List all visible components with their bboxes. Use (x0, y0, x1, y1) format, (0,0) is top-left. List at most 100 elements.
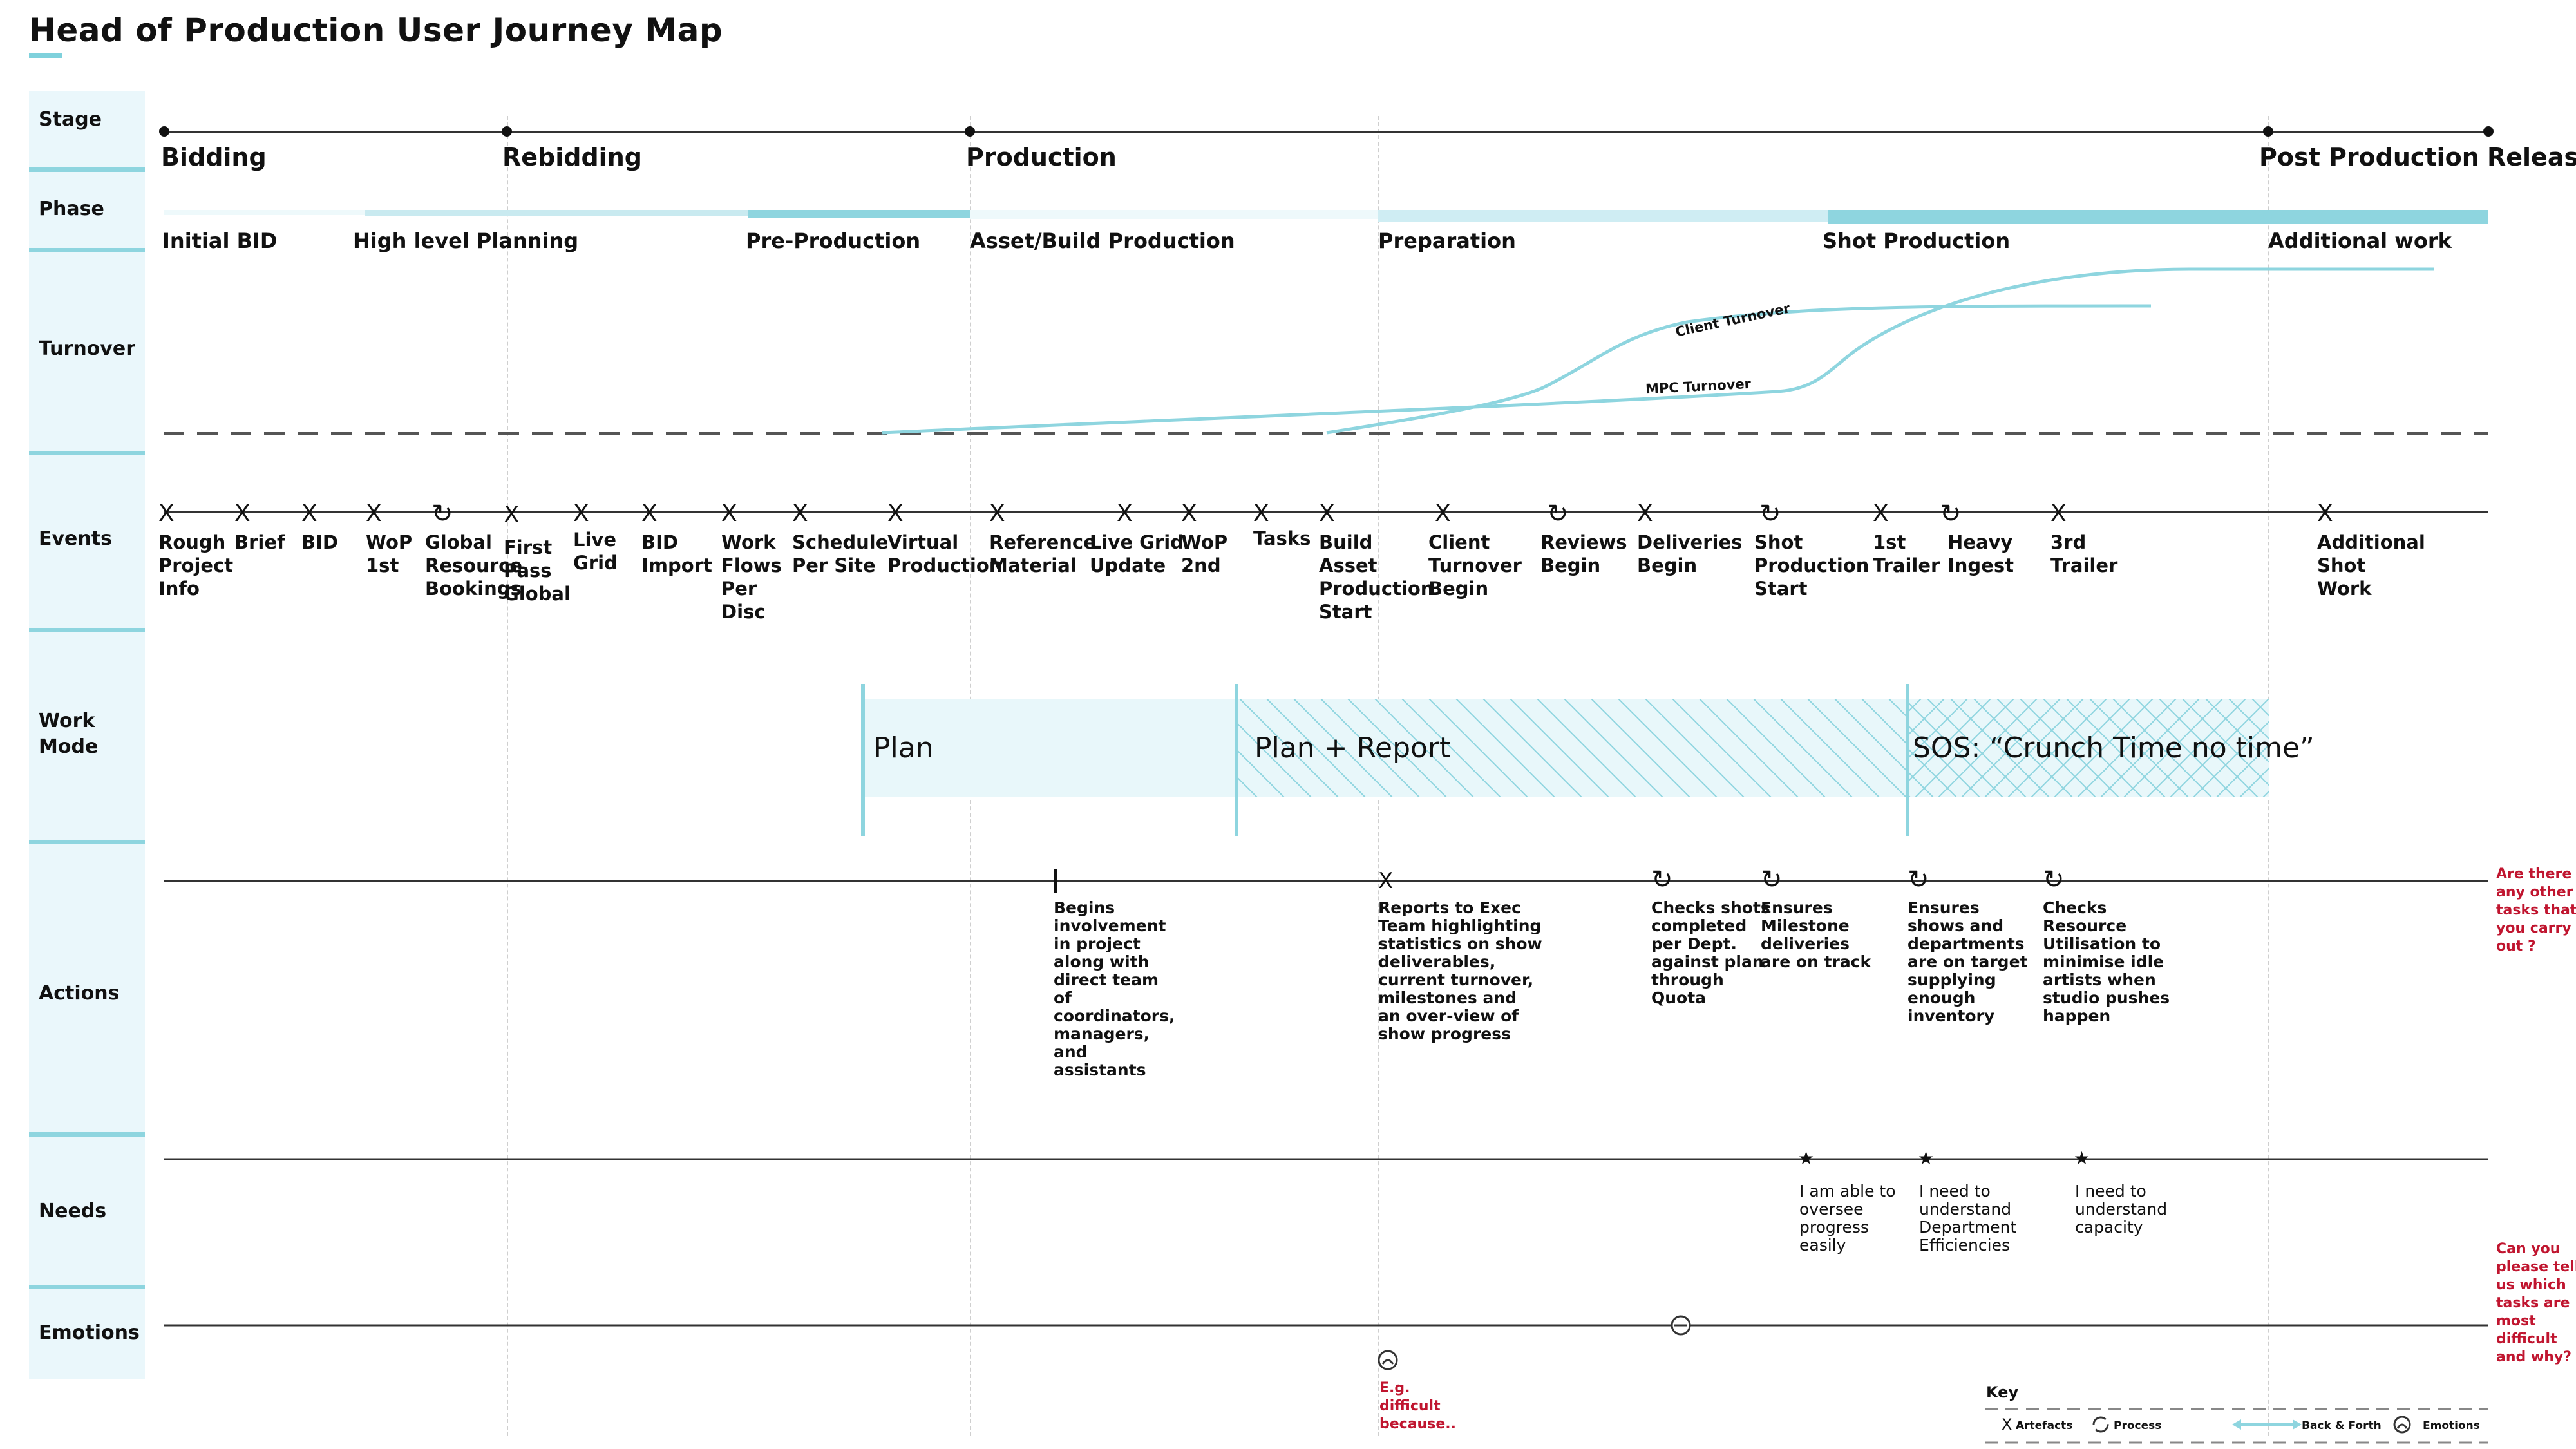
artefact-icon: X (301, 500, 317, 527)
row-separator (29, 451, 145, 455)
phase-asset-build-production: Asset/Build Production (970, 229, 1235, 253)
key-process-icon (2092, 1416, 2109, 1433)
artefact-icon: X (2317, 500, 2333, 527)
star-icon: ★ (1798, 1148, 1815, 1169)
stage-timeline (164, 131, 2488, 133)
artefact-icon: X (158, 500, 175, 527)
phase-preparation: Preparation (1378, 229, 1516, 253)
stage-dot (2483, 126, 2494, 137)
key-artefacts-label: Artefacts (2016, 1419, 2073, 1432)
row-label-needs-text: Needs (39, 1200, 107, 1222)
row-separator (29, 1285, 145, 1289)
row-label-phase-text: Phase (39, 198, 104, 220)
row-separator (29, 840, 145, 844)
artefact-icon: X (2050, 500, 2067, 527)
row-label-turnover-text: Turnover (39, 337, 135, 360)
stage-production: Production (966, 143, 1117, 171)
row-separator (29, 628, 145, 632)
artefact-icon: X (234, 500, 251, 527)
stage-dot (502, 126, 512, 137)
row-label-emotions-text: Emotions (39, 1321, 140, 1344)
key-process-label: Process (2114, 1419, 2162, 1432)
needs-question: Can you please tell us which tasks are m… (2496, 1241, 2576, 1365)
row-label-emotions: Emotions (29, 1289, 145, 1379)
star-icon: ★ (2074, 1148, 2090, 1169)
key-artefact-icon: X (2002, 1416, 2012, 1434)
process-icon: ↻ (1908, 865, 1929, 895)
artefact-icon: X (1181, 500, 1197, 527)
stage-dot (2263, 126, 2273, 137)
page-title: Head of Production User Journey Map (29, 12, 723, 49)
phase-bar-asset-build (970, 210, 1378, 219)
phase-high-level-planning: High level Planning (353, 229, 579, 253)
stage-post-production: Post Production (2259, 143, 2479, 171)
row-label-turnover: Turnover (29, 252, 145, 451)
phase-additional-work: Additional work (2268, 229, 2452, 253)
row-label-events: Events (29, 455, 145, 628)
artefact-icon: X (721, 500, 737, 527)
work-mode-plan-report-box (1236, 699, 1908, 797)
row-label-actions-text: Actions (39, 982, 120, 1005)
row-label-actions: Actions (29, 844, 145, 1132)
artefact-icon: X (989, 500, 1005, 527)
artefact-icon: X (1378, 868, 1394, 894)
artefact-icon: X (1253, 500, 1269, 527)
row-label-work-mode: Work Mode (29, 632, 145, 840)
phase-bar-pre-production (748, 210, 970, 218)
star-icon: ★ (1918, 1148, 1935, 1169)
work-mode-plan: Plan (873, 732, 934, 764)
artefact-icon: X (887, 500, 904, 527)
row-separator (29, 1132, 145, 1137)
key-emotions-label: Emotions (2423, 1419, 2480, 1432)
process-icon: ↻ (1940, 499, 1962, 529)
row-label-work-mode-text: Work Mode (39, 710, 99, 758)
row-label-needs: Needs (29, 1137, 145, 1285)
work-mode-plan-box (863, 699, 1236, 797)
artefact-icon: X (1319, 500, 1335, 527)
artefact-icon: X (641, 500, 658, 527)
process-icon: ↻ (1761, 865, 1783, 895)
artefact-icon: X (573, 500, 589, 527)
artefact-icon: X (1873, 500, 1889, 527)
emotion-note: E.g. difficult because.. (1379, 1380, 1456, 1432)
process-icon: ↻ (1547, 499, 1569, 529)
milestone-icon (1054, 869, 1057, 893)
row-separator (29, 248, 145, 252)
stage-dot (965, 126, 975, 137)
row-label-events-text: Events (39, 527, 112, 550)
artefact-icon: X (504, 502, 520, 528)
phase-bar-high-level-planning (365, 210, 748, 216)
client-turnover-curve (1326, 304, 2152, 435)
process-icon: ↻ (431, 499, 453, 529)
phase-shot-production: Shot Production (1823, 229, 2011, 253)
work-mode-sos-box (1908, 699, 2269, 797)
process-icon: ↻ (2043, 865, 2065, 895)
artefact-icon: X (1117, 500, 1133, 527)
row-label-phase: Phase (29, 172, 145, 248)
phase-pre-production: Pre-Production (746, 229, 921, 253)
stage-guide-line (507, 116, 508, 1436)
process-icon: ↻ (1651, 865, 1673, 895)
row-label-stage: Stage (29, 91, 145, 169)
artefact-icon: X (1637, 500, 1653, 527)
stage-dot (159, 126, 169, 137)
artefact-icon: X (1435, 500, 1451, 527)
mpc-turnover-curve (882, 267, 2434, 435)
key-emotion-icon (2393, 1416, 2411, 1434)
process-icon: ↻ (1759, 499, 1781, 529)
sad-emotion-icon (1378, 1350, 1398, 1370)
stage-release: Release (2487, 143, 2576, 171)
key-title: Key (1986, 1383, 2019, 1401)
actions-question: Are there any other tasks that you carry… (2496, 866, 2576, 954)
key-back-forth-icon (2232, 1419, 2302, 1430)
work-mode-sos: SOS: “Crunch Time no time” (1913, 732, 2315, 764)
artefact-icon: X (792, 500, 808, 527)
phase-bar-shot-production (1828, 210, 2488, 224)
phase-bar-initial-bid (164, 210, 365, 215)
stage-bidding: Bidding (161, 143, 267, 171)
artefact-icon: X (366, 500, 382, 527)
key-back-forth-label: Back & Forth (2302, 1419, 2382, 1432)
phase-bar-preparation (1378, 210, 1828, 222)
